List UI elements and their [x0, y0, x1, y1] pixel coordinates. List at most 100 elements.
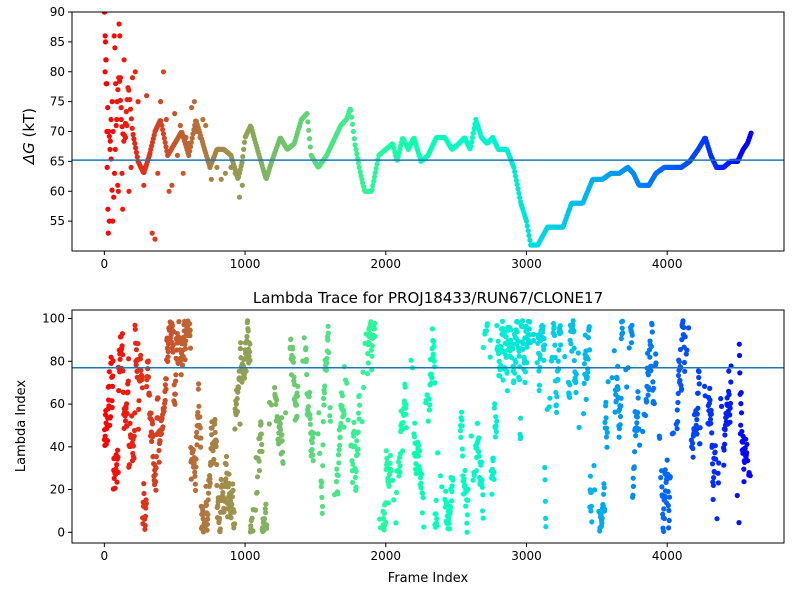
delta-g-point — [240, 154, 246, 160]
lambda-point — [172, 391, 178, 397]
lambda-point — [157, 438, 163, 444]
lambda-point — [648, 368, 654, 374]
lambda-point — [114, 479, 120, 485]
delta-g-point — [112, 146, 118, 152]
delta-g-point — [189, 135, 195, 141]
delta-g-point — [109, 99, 115, 105]
lambda-point — [234, 396, 240, 402]
lambda-point — [491, 469, 497, 475]
lambda-point — [256, 468, 262, 474]
lambda-point — [741, 466, 747, 472]
lambda-point — [116, 388, 122, 394]
lambda-point — [277, 427, 284, 433]
lambda-point — [444, 500, 450, 506]
lambda-point — [557, 323, 563, 329]
lambda-point — [277, 421, 283, 427]
lambda-point — [418, 480, 424, 486]
lambda-point — [172, 401, 178, 407]
lambda-point — [483, 328, 490, 334]
lambda-point — [694, 411, 700, 417]
delta-g-point — [141, 182, 147, 188]
lambda-point — [515, 338, 521, 344]
lambda-point — [335, 452, 342, 458]
lambda-point — [662, 467, 668, 473]
lambda-point — [743, 436, 749, 442]
lambda-point — [645, 372, 652, 378]
lambda-point — [371, 326, 378, 332]
lambda-point — [713, 456, 719, 462]
lambda-point — [223, 453, 230, 460]
lambda-point — [432, 380, 438, 386]
lambda-point — [429, 326, 436, 332]
lambda-point — [516, 353, 522, 359]
lambda-point — [500, 318, 506, 324]
lambda-point — [146, 392, 152, 398]
lambda-point — [384, 455, 390, 461]
lambda-point — [567, 394, 573, 400]
lambda-point — [325, 323, 331, 329]
delta-g-point — [355, 160, 362, 166]
lambda-point — [356, 393, 362, 399]
lambda-point — [369, 353, 375, 359]
lambda-point — [726, 391, 732, 398]
lambda-point — [712, 443, 718, 449]
lambda-point — [694, 417, 700, 423]
lambda-point — [321, 395, 327, 401]
lambda-point — [326, 350, 332, 356]
lambda-point — [261, 516, 268, 522]
delta-g-point — [305, 119, 311, 125]
lambda-point — [357, 402, 363, 408]
lambda-point — [676, 359, 682, 365]
lambda-point — [609, 375, 615, 381]
lambda-point — [708, 420, 714, 426]
lambda-point — [256, 458, 262, 464]
lambda-point — [187, 333, 193, 339]
lambda-point — [741, 479, 747, 485]
lambda-point — [135, 426, 141, 432]
lambda-point — [132, 410, 138, 416]
delta-g-point — [512, 173, 519, 179]
delta-g-point — [109, 187, 115, 193]
lambda-point — [364, 371, 371, 377]
delta-g-point — [122, 134, 129, 141]
lambda-point — [567, 382, 573, 388]
lambda-point — [307, 421, 313, 427]
delta-g-point — [118, 116, 124, 123]
lambda-point — [504, 388, 510, 394]
lambda-point — [737, 370, 743, 376]
lambda-point — [476, 435, 482, 441]
lambda-point — [198, 444, 204, 450]
lambda-point — [110, 373, 116, 379]
lambda-point — [197, 414, 203, 420]
lambda-point — [524, 360, 530, 366]
lambda-point — [614, 375, 620, 382]
lambda-point — [190, 447, 196, 453]
lambda-point — [555, 376, 561, 382]
lambda-point — [487, 354, 493, 360]
lambda-point — [718, 403, 725, 409]
lambda-point — [504, 370, 510, 376]
lambda-point — [681, 324, 687, 331]
delta-g-point — [117, 33, 123, 39]
lambda-point — [553, 389, 559, 396]
lambda-point — [635, 410, 641, 416]
lambda-point — [117, 356, 123, 362]
lambda-point — [541, 335, 547, 342]
lambda-point — [125, 378, 131, 384]
delta-g-x-tick-label: 1000 — [230, 257, 261, 271]
lambda-point — [464, 512, 470, 518]
lambda-point — [747, 473, 753, 479]
lambda-point — [259, 448, 265, 455]
lambda-point — [617, 413, 624, 420]
lambda-point — [628, 340, 635, 346]
lambda-point — [558, 330, 564, 336]
delta-g-y-tick-label: 85 — [50, 35, 65, 49]
lambda-point — [592, 487, 598, 493]
lambda-point — [666, 507, 672, 514]
lambda-point — [693, 422, 699, 428]
lambda-point — [508, 327, 514, 333]
delta-g-point — [119, 124, 125, 130]
lambda-y-tick-label: 100 — [42, 312, 65, 326]
lambda-point — [315, 431, 321, 437]
lambda-point — [479, 477, 485, 483]
